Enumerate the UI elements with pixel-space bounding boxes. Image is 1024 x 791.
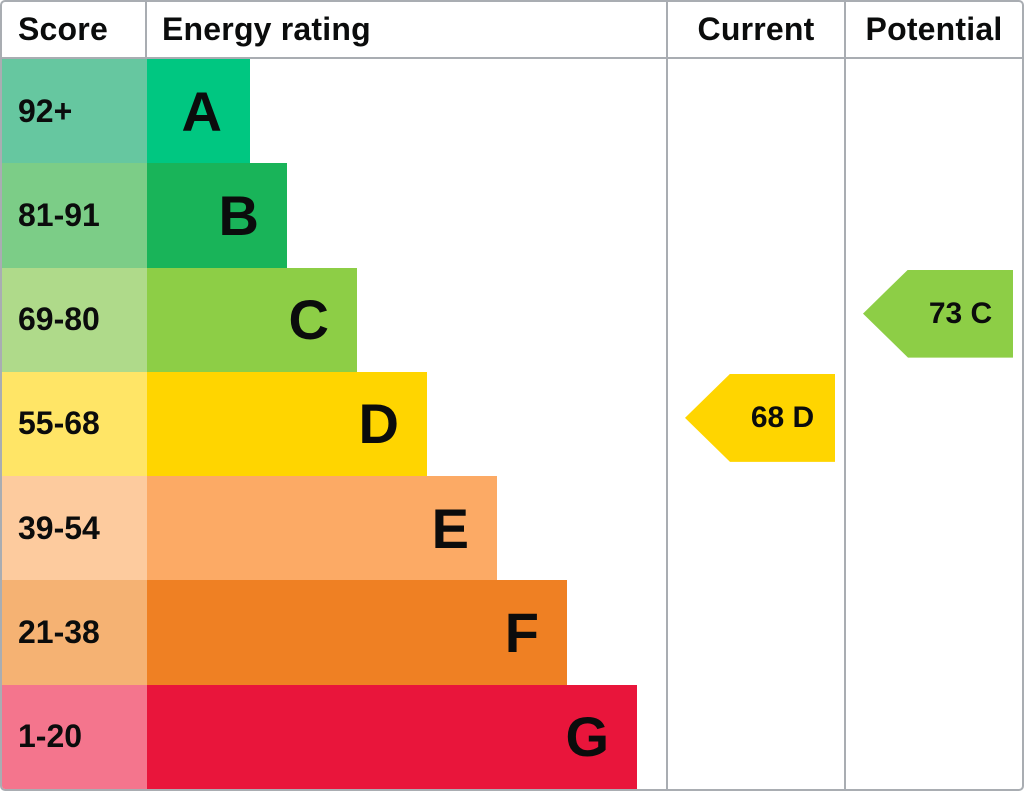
band-row-b: 81-91 B	[2, 163, 1022, 268]
band-letter-c: C	[288, 288, 329, 352]
rating-cell-f: F	[147, 580, 666, 685]
potential-rating-arrow-icon: 73 C	[863, 269, 1013, 358]
current-cell-a	[666, 59, 844, 164]
potential-cell-f	[844, 580, 1022, 685]
rating-cell-c: C	[147, 267, 666, 372]
potential-cell-d	[844, 371, 1022, 477]
potential-cell-a	[844, 59, 1022, 164]
rating-cell-b: B	[147, 163, 666, 268]
current-cell-d: 68 D	[666, 371, 844, 477]
header-potential: Potential	[844, 2, 1022, 57]
score-range-b: 81-91	[2, 163, 147, 268]
rating-bar-c: C	[147, 267, 357, 372]
score-range-e: 39-54	[2, 476, 147, 581]
current-cell-c	[666, 267, 844, 372]
rating-bar-a: A	[147, 59, 250, 164]
score-range-g: 1-20	[2, 684, 147, 789]
score-range-c: 69-80	[2, 267, 147, 372]
rating-bar-b: B	[147, 163, 287, 268]
current-rating-arrow-icon: 68 D	[685, 373, 835, 462]
score-range-d: 55-68	[2, 371, 147, 477]
band-row-c: 69-80 C 73 C	[2, 267, 1022, 372]
header-score: Score	[2, 2, 147, 57]
band-row-e: 39-54 E	[2, 476, 1022, 581]
potential-rating-label: 73 C	[928, 296, 993, 330]
rating-cell-a: A	[147, 59, 666, 164]
band-letter-f: F	[504, 601, 539, 665]
band-letter-e: E	[431, 496, 469, 560]
band-row-a: 92+ A	[2, 59, 1022, 164]
current-cell-f	[666, 580, 844, 685]
potential-cell-g	[844, 684, 1022, 789]
band-row-g: 1-20 G	[2, 684, 1022, 789]
band-letter-g: G	[565, 705, 609, 769]
score-range-a: 92+	[2, 59, 147, 164]
header-current: Current	[666, 2, 844, 57]
band-row-d: 55-68 D 68 D	[2, 371, 1022, 477]
header-row: Score Energy rating Current Potential	[2, 2, 1022, 59]
header-energy-rating: Energy rating	[162, 11, 371, 47]
rating-bar-e: E	[147, 476, 497, 581]
rating-bar-f: F	[147, 580, 567, 685]
current-cell-e	[666, 476, 844, 581]
band-letter-a: A	[181, 79, 222, 143]
current-cell-b	[666, 163, 844, 268]
rating-cell-d: D	[147, 371, 666, 477]
rating-cell-g: G	[147, 684, 666, 789]
band-letter-d: D	[358, 392, 399, 456]
potential-cell-c: 73 C	[844, 267, 1022, 372]
current-rating-label: 68 D	[750, 400, 815, 434]
potential-cell-b	[844, 163, 1022, 268]
rating-cell-e: E	[147, 476, 666, 581]
current-cell-g	[666, 684, 844, 789]
potential-cell-e	[844, 476, 1022, 581]
rating-bar-d: D	[147, 371, 427, 477]
score-range-f: 21-38	[2, 580, 147, 685]
band-letter-b: B	[218, 183, 259, 247]
rating-bar-g: G	[147, 684, 637, 789]
band-row-f: 21-38 F	[2, 580, 1022, 685]
